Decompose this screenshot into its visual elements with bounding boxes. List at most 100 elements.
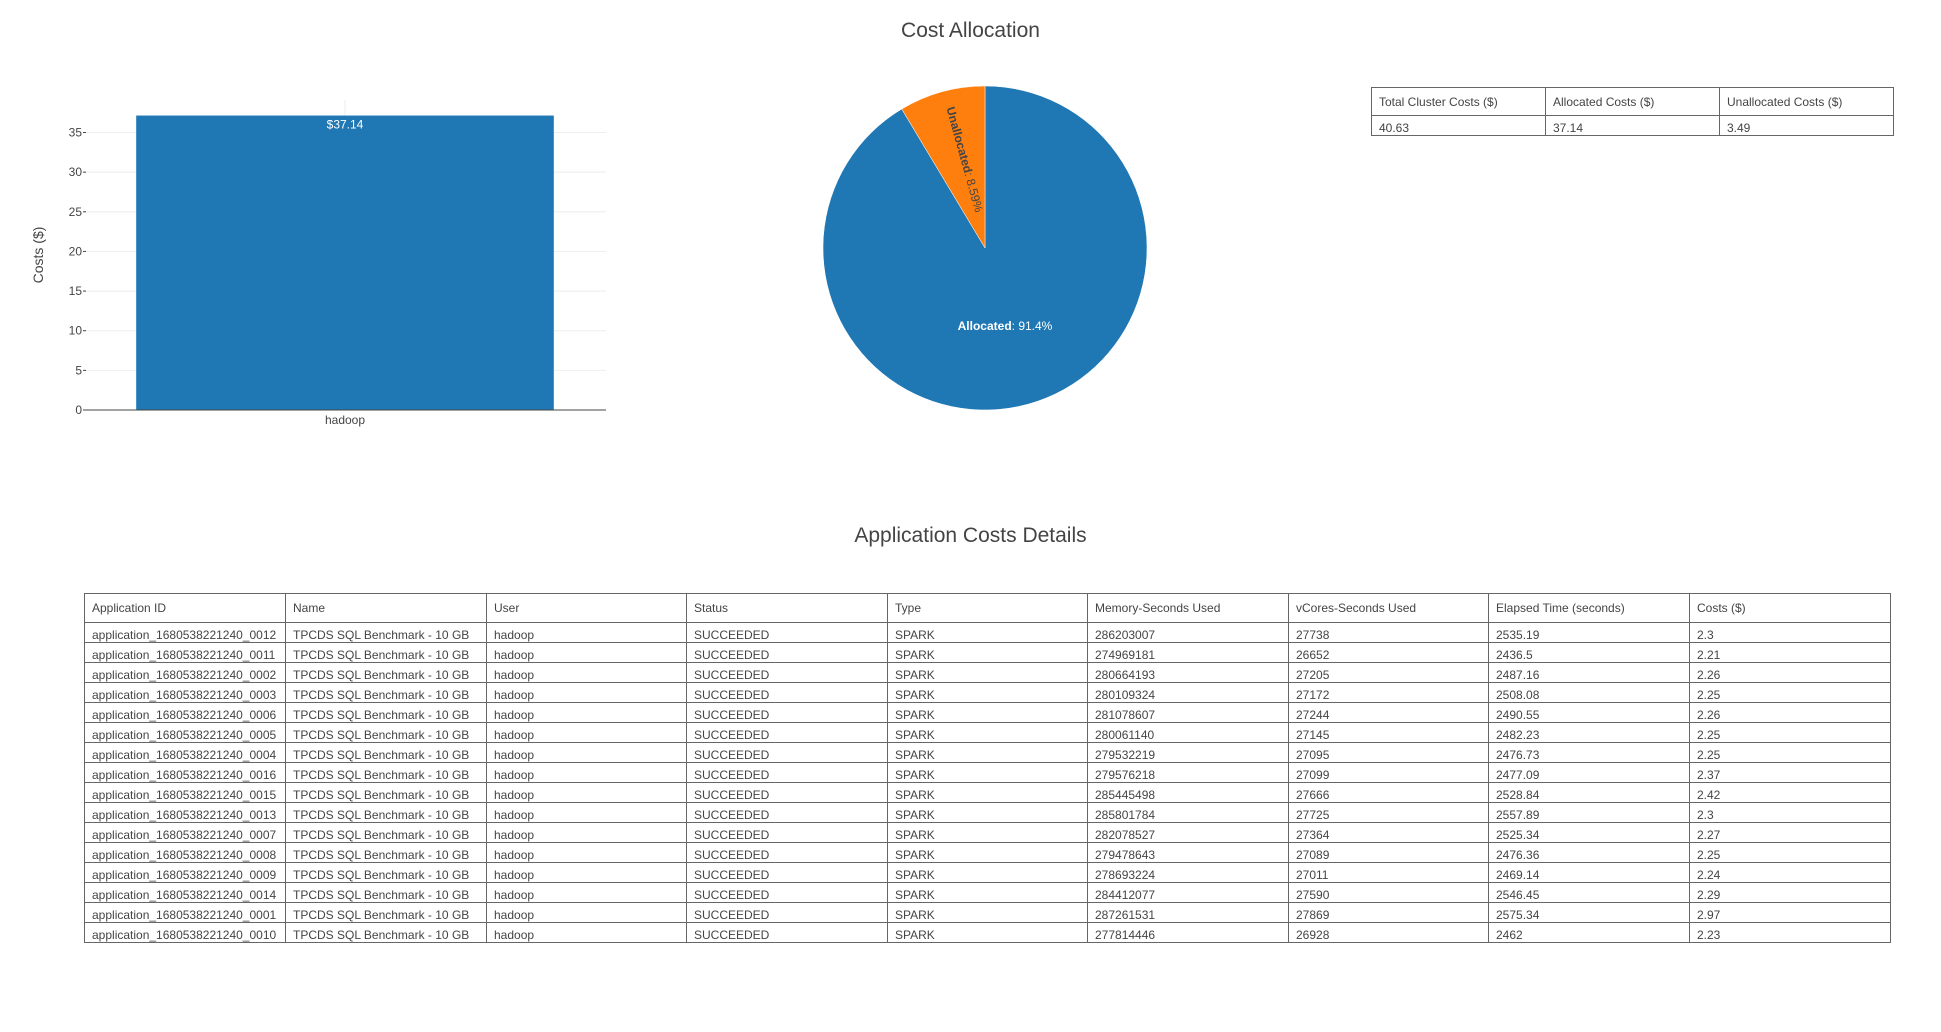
table-cell: SUCCEEDED (686, 722, 888, 743)
table-cell: 274969181 (1087, 642, 1289, 663)
table-row: application_1680538221240_0001 TPCDS SQL … (84, 902, 1891, 923)
table-cell: 2.37 (1689, 762, 1891, 783)
table-cell: 2.29 (1689, 882, 1891, 903)
table-cell: SUCCEEDED (686, 702, 888, 723)
table-cell: 2487.16 (1488, 662, 1690, 683)
table-cell: application_1680538221240_0016 (84, 762, 286, 783)
table-cell: SPARK (887, 722, 1088, 743)
table-cell: TPCDS SQL Benchmark - 10 GB (285, 762, 487, 783)
table-cell: hadoop (486, 802, 687, 823)
table-cell: 2525.34 (1488, 822, 1690, 843)
table-cell: TPCDS SQL Benchmark - 10 GB (285, 802, 487, 823)
table-cell: hadoop (486, 702, 687, 723)
table-cell: hadoop (486, 902, 687, 923)
table-cell: 27011 (1288, 862, 1489, 883)
table-cell: 2.3 (1689, 622, 1891, 643)
y-tick-label: 25 (69, 205, 83, 219)
table-row: application_1680538221240_0011 TPCDS SQL … (84, 642, 1891, 663)
table-cell: 27244 (1288, 702, 1489, 723)
table-cell: 2.25 (1689, 842, 1891, 863)
table-cell: 2.21 (1689, 642, 1891, 663)
table-row: application_1680538221240_0005 TPCDS SQL … (84, 722, 1891, 743)
table-cell: application_1680538221240_0012 (84, 622, 286, 643)
table-cell: 2557.89 (1488, 802, 1690, 823)
table-cell: application_1680538221240_0002 (84, 662, 286, 683)
table-cell: application_1680538221240_0006 (84, 702, 286, 723)
table-cell: SPARK (887, 642, 1088, 663)
table-cell: hadoop (486, 842, 687, 863)
table-row: application_1680538221240_0009 TPCDS SQL … (84, 862, 1891, 883)
table-cell: SUCCEEDED (686, 882, 888, 903)
bar-hadoop[interactable] (136, 115, 554, 410)
column-header: vCores-Seconds Used (1288, 593, 1489, 623)
table-cell: 2.25 (1689, 682, 1891, 703)
table-cell: hadoop (486, 722, 687, 743)
table-cell: 27666 (1288, 782, 1489, 803)
table-cell: 280109324 (1087, 682, 1289, 703)
table-cell: application_1680538221240_0001 (84, 902, 286, 923)
column-header: Name (285, 593, 487, 623)
allocated-costs-value: 37.14 (1545, 115, 1720, 136)
table-cell: hadoop (486, 862, 687, 883)
pie-label-colon: : (962, 171, 977, 181)
table-cell: SPARK (887, 742, 1088, 763)
table-row: application_1680538221240_0007 TPCDS SQL … (84, 822, 1891, 843)
table-cell: TPCDS SQL Benchmark - 10 GB (285, 722, 487, 743)
table-cell: TPCDS SQL Benchmark - 10 GB (285, 862, 487, 883)
table-cell: 2.25 (1689, 742, 1891, 763)
table-cell: 2477.09 (1488, 762, 1690, 783)
cluster-cost-summary-table: Total Cluster Costs ($) Allocated Costs … (1371, 87, 1894, 136)
summary-value-row: 40.63 37.14 3.49 (1371, 115, 1894, 136)
table-cell: TPCDS SQL Benchmark - 10 GB (285, 782, 487, 803)
table-cell: 2.26 (1689, 662, 1891, 683)
column-header: Costs ($) (1689, 593, 1891, 623)
pie-label-allocated: Allocated: 91.4% (958, 319, 1053, 333)
table-cell: SPARK (887, 662, 1088, 683)
table-cell: 284412077 (1087, 882, 1289, 903)
table-cell: application_1680538221240_0004 (84, 742, 286, 763)
table-cell: 286203007 (1087, 622, 1289, 643)
table-cell: 2469.14 (1488, 862, 1690, 883)
table-cell: 280061140 (1087, 722, 1289, 743)
x-tick-label: hadoop (325, 413, 365, 427)
table-cell: SUCCEEDED (686, 822, 888, 843)
table-cell: SPARK (887, 922, 1088, 943)
table-row: application_1680538221240_0010 TPCDS SQL … (84, 922, 1891, 943)
table-cell: 27145 (1288, 722, 1489, 743)
table-cell: 2546.45 (1488, 882, 1690, 903)
column-header: Elapsed Time (seconds) (1488, 593, 1690, 623)
table-cell: 27095 (1288, 742, 1489, 763)
application-costs-details-title: Application Costs Details (854, 524, 1087, 547)
column-header: Application ID (84, 593, 286, 623)
column-header: Memory-Seconds Used (1087, 593, 1289, 623)
table-cell: 2476.73 (1488, 742, 1690, 763)
y-tick-label: 30 (69, 165, 83, 179)
table-cell: 2436.5 (1488, 642, 1690, 663)
table-cell: 285801784 (1087, 802, 1289, 823)
table-row: application_1680538221240_0004 TPCDS SQL … (84, 742, 1891, 763)
table-cell: 279478643 (1087, 842, 1289, 863)
pie-label-value: 91.4% (1018, 319, 1052, 333)
table-cell: SPARK (887, 702, 1088, 723)
table-cell: 2528.84 (1488, 782, 1690, 803)
pie-slice-unallocated[interactable] (901, 85, 986, 249)
table-cell: 2.25 (1689, 722, 1891, 743)
table-row: application_1680538221240_0006 TPCDS SQL … (84, 702, 1891, 723)
unallocated-costs-value: 3.49 (1719, 115, 1894, 136)
table-cell: 27099 (1288, 762, 1489, 783)
y-tick-label: 35 (69, 126, 83, 140)
table-cell: SUCCEEDED (686, 762, 888, 783)
table-cell: application_1680538221240_0005 (84, 722, 286, 743)
table-cell: application_1680538221240_0011 (84, 642, 286, 663)
table-cell: 285445498 (1087, 782, 1289, 803)
table-cell: 27869 (1288, 902, 1489, 923)
table-cell: 27590 (1288, 882, 1489, 903)
table-cell: TPCDS SQL Benchmark - 10 GB (285, 742, 487, 763)
table-cell: SPARK (887, 762, 1088, 783)
y-tick-label: 15 (69, 284, 83, 298)
column-header: Status (686, 593, 888, 623)
y-tick-label: 0 (75, 403, 82, 417)
table-cell: SUCCEEDED (686, 782, 888, 803)
table-cell: hadoop (486, 782, 687, 803)
table-row: application_1680538221240_0014 TPCDS SQL … (84, 882, 1891, 903)
